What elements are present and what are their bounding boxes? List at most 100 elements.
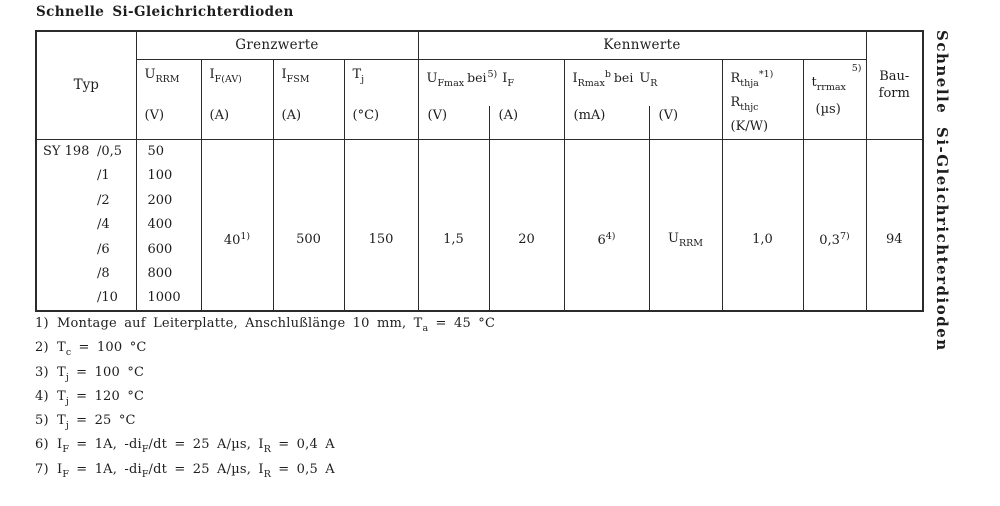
- footnote-text: = 1A, -di: [68, 461, 142, 477]
- header-group-row: Typ Grenzwerte Kennwerte Bau- form: [35, 30, 924, 140]
- footnote-text: = 25 °C: [68, 413, 136, 429]
- header-trr-unit: (µs): [815, 101, 841, 117]
- typ-cell: /6: [35, 237, 137, 262]
- footnote-text: Montage auf Leiterplatte, Anschlußlänge …: [57, 316, 423, 331]
- value-bauform: 94: [865, 138, 924, 311]
- header-ifav: IF(AV) (A): [200, 58, 274, 140]
- table-row: /10 1000: [35, 286, 923, 311]
- footnote-text: T: [57, 413, 66, 429]
- footnote-text: j: [65, 420, 69, 432]
- urrm-cell: 1000: [135, 286, 202, 311]
- value-ifsm: 500: [272, 138, 345, 311]
- header-trr: 5) trrmax (µs): [802, 58, 867, 140]
- footnote-text: R: [263, 444, 271, 456]
- urrm-cell: 800: [135, 261, 202, 286]
- header-symbol-row: URRM (V) IF(AV) (A) IFSM (A) Tj (°C) UFm…: [36, 58, 923, 140]
- footnote-text: /dt = 25 A/µs, I: [148, 461, 264, 477]
- header-ufmax-if: UFmax bei5) IF: [417, 58, 565, 106]
- typ-cell: /10: [35, 286, 137, 311]
- urrm-cell: 600: [135, 237, 202, 262]
- value-if: 20: [488, 138, 565, 311]
- header-rth-unit: (K/W): [730, 118, 769, 134]
- typ-cell: /1: [35, 163, 137, 188]
- value-ifav: 401): [200, 138, 274, 311]
- header-ifsm-unit: (A): [281, 107, 302, 123]
- bauform-line1: Bau-: [879, 69, 910, 85]
- header-irmax-unit: (mA): [563, 106, 650, 140]
- footnote-marker: 2): [35, 340, 49, 356]
- header-bauform: Bau- form: [865, 30, 924, 140]
- footnote: 2) Tc = 100 °C: [35, 340, 495, 364]
- typ-variant: /10: [97, 290, 118, 306]
- table-row: /1 100: [35, 163, 923, 188]
- footnote-text: F: [141, 468, 149, 480]
- table-row: /6 600: [35, 237, 923, 262]
- footnote-text: T: [57, 388, 66, 404]
- footnote-text: = 0,5 A: [270, 461, 335, 477]
- table-row: SY 198/0,5 50 401) 500 150 1,5 20 64) UR…: [35, 138, 924, 311]
- header-urrm: URRM (V): [135, 58, 202, 140]
- page-title: Schnelle Si-Gleichrichterdioden: [36, 4, 294, 20]
- footnote-text: F: [62, 444, 69, 456]
- footnote-text: a: [422, 323, 429, 334]
- footnote: 3) Tj = 100 °C: [35, 365, 495, 389]
- footnote-text: F: [141, 444, 149, 456]
- footnotes: 1) Montage auf Leiterplatte, Anschlußläng…: [35, 316, 495, 486]
- footnote-marker: 7): [35, 461, 49, 477]
- footnote: 7) IF = 1A, -diF/dt = 25 A/µs, IR = 0,5 A: [35, 462, 495, 486]
- footnote: 4) Tj = 120 °C: [35, 389, 495, 413]
- typ-cell: /2: [35, 188, 137, 213]
- typ-cell: SY 198/0,5: [35, 139, 137, 164]
- value-rth: 1,0: [721, 138, 804, 311]
- footnote-text: = 1A, -di: [68, 437, 142, 453]
- footnote-text: = 120 °C: [68, 388, 145, 404]
- footnote-marker: 1): [35, 316, 49, 331]
- header-grenzwerte: Grenzwerte: [135, 30, 419, 60]
- footnote-text: T: [57, 340, 66, 356]
- header-rth: Rthja*1) Rthjc (K/W): [721, 58, 804, 140]
- footnote-marker: 3): [35, 364, 49, 380]
- footnote-text: j: [65, 395, 69, 407]
- footnote-marker: 6): [35, 437, 49, 453]
- footnote: 1) Montage auf Leiterplatte, Anschlußläng…: [35, 316, 495, 340]
- table-row: /8 800: [35, 261, 923, 286]
- table-row: /4 400: [35, 212, 923, 237]
- typ-variant: /0,5: [97, 144, 123, 159]
- typ-variant: /4: [97, 217, 110, 233]
- footnote-text: I: [57, 461, 63, 477]
- footnote-marker: 5): [35, 413, 49, 429]
- side-title: Schnelle Si-Gleichrichterdioden: [933, 30, 951, 352]
- value-irmax: 64): [563, 138, 650, 311]
- header-ufmax-unit: (V): [417, 106, 490, 140]
- footnote-text: = 100 °C: [68, 364, 145, 380]
- typ-variant: /1: [97, 168, 110, 184]
- bauform-line2: form: [878, 86, 910, 102]
- typ-cell: /8: [35, 261, 137, 286]
- footnote-text: T: [57, 364, 66, 380]
- header-typ: Typ: [35, 30, 137, 140]
- footnote: 5) Tj = 25 °C: [35, 413, 495, 437]
- header-unit-row: (V) (A) (mA) (V): [36, 106, 923, 140]
- header-kennwerte: Kennwerte: [417, 30, 867, 60]
- table-row: /2 200: [35, 188, 923, 213]
- footnote-text: = 0,4 A: [270, 437, 335, 453]
- urrm-cell: 400: [135, 212, 202, 237]
- footnote-text: j: [65, 371, 69, 383]
- header-ur-unit: (V): [648, 106, 723, 140]
- header-tj: Tj (°C): [343, 58, 419, 140]
- value-trr: 0,37): [802, 138, 867, 311]
- typ-variant: /6: [97, 241, 110, 257]
- urrm-cell: 200: [135, 188, 202, 213]
- header-ifsm: IFSM (A): [272, 58, 345, 140]
- footnote-text: = 100 °C: [71, 340, 147, 356]
- spec-table: Typ Grenzwerte Kennwerte Bau- form URRM …: [35, 30, 924, 312]
- typ-prefix: SY 198: [43, 144, 90, 159]
- footnote-text: /dt = 25 A/µs, I: [148, 437, 264, 453]
- typ-variant: /8: [97, 266, 110, 282]
- value-tj: 150: [343, 138, 419, 311]
- header-if-unit: (A): [488, 106, 565, 140]
- footnote-marker: 4): [35, 388, 49, 404]
- header-urrm-unit: (V): [144, 107, 165, 123]
- urrm-cell: 100: [135, 163, 202, 188]
